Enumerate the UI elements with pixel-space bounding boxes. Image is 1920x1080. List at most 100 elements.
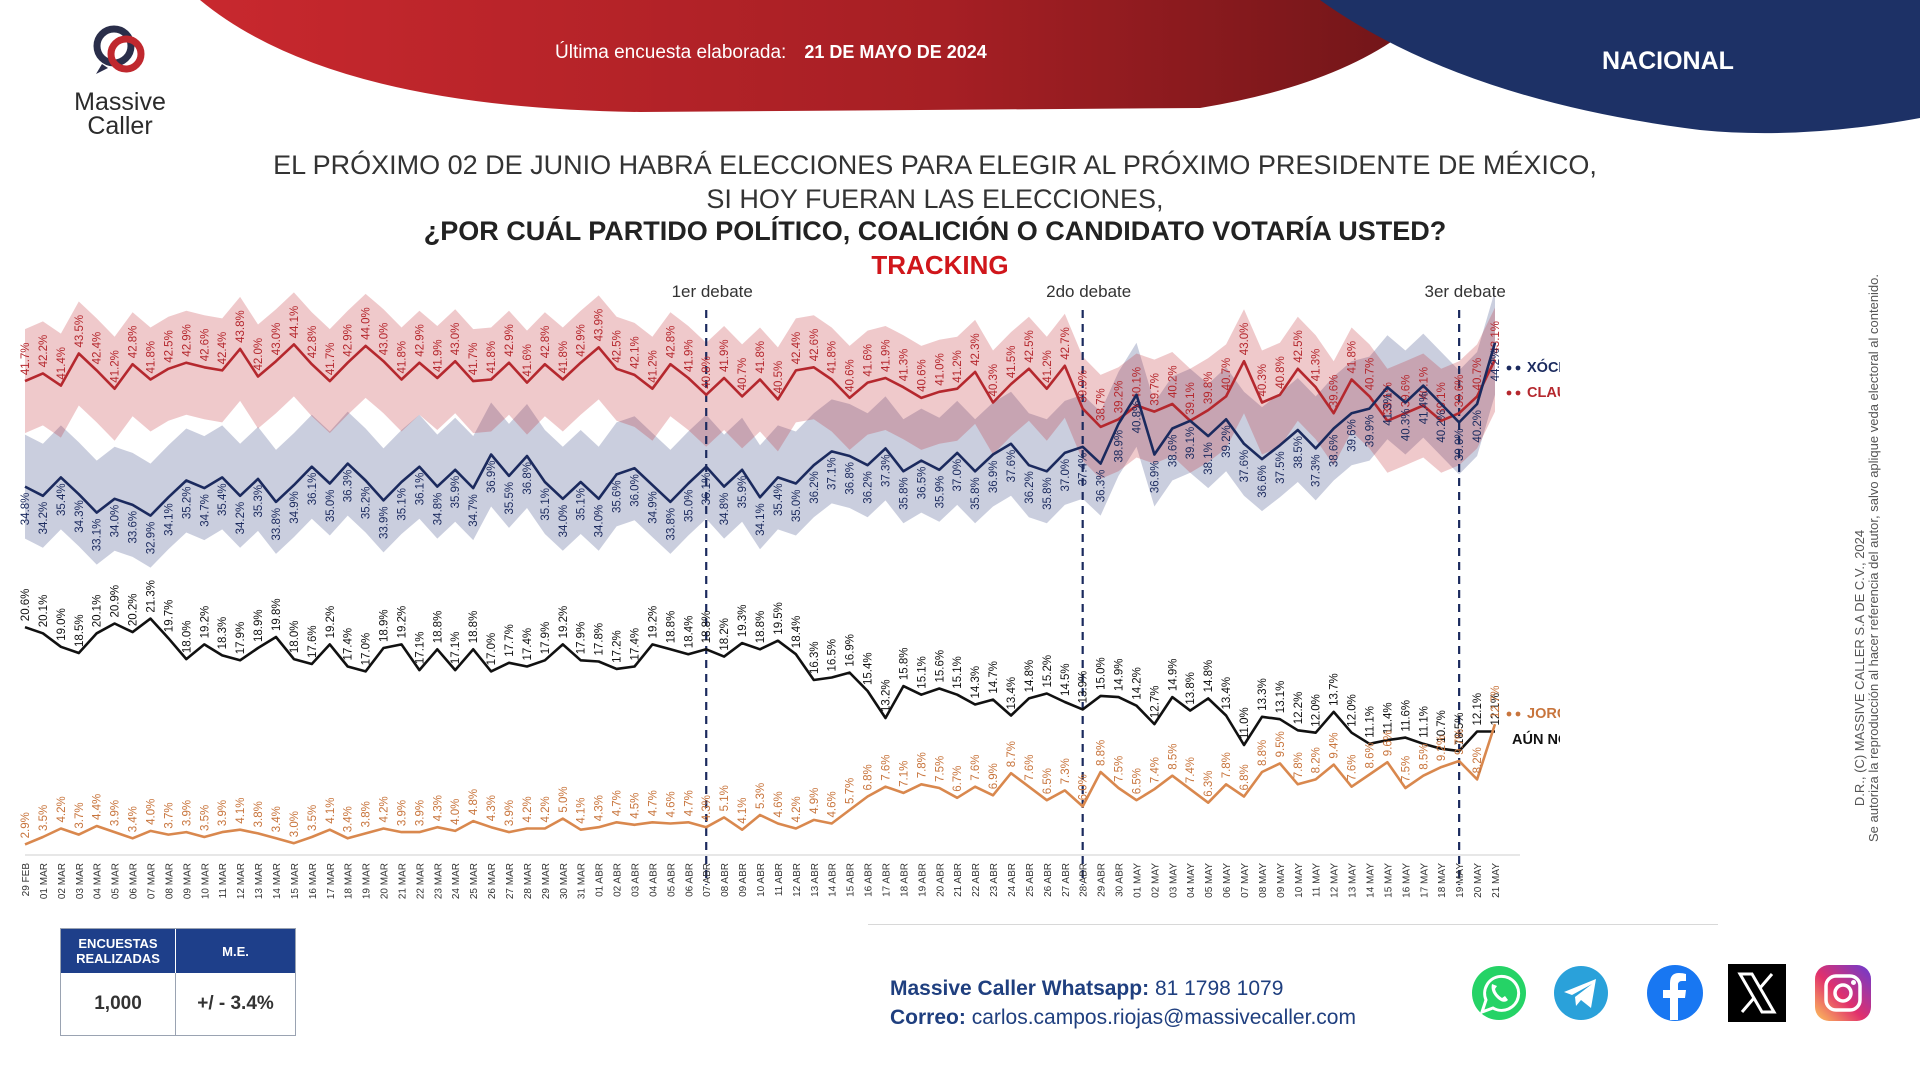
- xochitl-value-label: 36.2%: [1024, 471, 1036, 504]
- claudia-value-label: 41.9%: [683, 339, 695, 372]
- claudia-value-label: 41.3%: [898, 349, 910, 382]
- x-tick-label: 10 MAY: [1294, 863, 1305, 898]
- jorge-value-label: 5.3%: [755, 783, 767, 809]
- jorge-value-label: 7.3%: [1060, 758, 1072, 784]
- jorge-value-label: 4.2%: [56, 796, 68, 822]
- claudia-value-label: 41.8%: [486, 341, 498, 374]
- undecided-value-label: 14.7%: [988, 661, 1000, 694]
- undecided-value-label: 15.1%: [952, 656, 964, 689]
- surveys-value: 1,000: [61, 973, 177, 1035]
- claudia-value-label: 41.8%: [146, 341, 158, 374]
- jorge-value-label: 4.6%: [665, 791, 677, 817]
- claudia-value-label: 42.5%: [612, 330, 624, 363]
- undecided-value-label: 18.8%: [701, 611, 713, 644]
- xochitl-value-label: 35.4%: [773, 483, 785, 516]
- claudia-value-label: 42.4%: [791, 332, 803, 365]
- undecided-value-label: 11.1%: [1418, 706, 1430, 738]
- instagram-icon[interactable]: [1812, 962, 1874, 1024]
- claudia-value-label: 41.9%: [881, 339, 893, 372]
- claudia-value-label: 42.4%: [217, 332, 229, 365]
- whatsapp-icon[interactable]: [1468, 962, 1530, 1024]
- claudia-value-label: 41.2%: [952, 350, 964, 383]
- undecided-value-label: 13.7%: [1329, 673, 1341, 706]
- claudia-value-label: 40.6%: [845, 359, 857, 392]
- undecided-value-label: 18.2%: [719, 618, 731, 651]
- undecided-value-label: 18.4%: [683, 616, 695, 649]
- whatsapp-number[interactable]: 81 1798 1079: [1154, 977, 1284, 1000]
- jorge-value-label: 7.6%: [881, 754, 893, 780]
- jorge-value-label: 8.5%: [1167, 743, 1179, 769]
- header-banner: [200, 0, 1920, 134]
- jorge-value-label: 7.8%: [916, 752, 928, 778]
- undecided-value-label: 18.9%: [379, 609, 391, 642]
- xochitl-value-label: 36.0%: [630, 474, 642, 507]
- x-tick-label: 03 ABR: [631, 863, 642, 897]
- claudia-value-label: 42.2%: [38, 335, 50, 368]
- xochitl-value-label: 36.8%: [845, 462, 857, 495]
- x-tick-label: 12 ABR: [792, 863, 803, 897]
- undecided-value-label: 13.1%: [1275, 681, 1287, 714]
- claudia-series-line: [24, 343, 1497, 429]
- undecided-value-label: 17.1%: [414, 631, 426, 664]
- jorge-value-label: 4.7%: [612, 790, 624, 816]
- jorge-value-label: 5.7%: [845, 778, 857, 804]
- email-link[interactable]: carlos.campos.riojas@massivecaller.com: [971, 1006, 1356, 1029]
- xochitl-value-label: 34.9%: [647, 491, 659, 524]
- claudia-value-label: 41.8%: [1347, 341, 1359, 374]
- jorge-value-label: 4.3%: [594, 795, 606, 821]
- jorge-value-label: 3.9%: [217, 800, 229, 826]
- undecided-value-label: 18.8%: [432, 611, 444, 644]
- jorge-value-label: 4.2%: [379, 796, 391, 822]
- x-icon[interactable]: [1726, 962, 1788, 1024]
- undecided-value-label: 17.4%: [343, 628, 355, 661]
- xochitl-value-label: 39.1%: [1185, 427, 1197, 460]
- claudia-value-label: 43.0%: [450, 323, 462, 356]
- facebook-icon[interactable]: [1644, 962, 1706, 1024]
- telegram-icon[interactable]: [1550, 962, 1612, 1024]
- x-tick-label: 17 ABR: [882, 863, 893, 897]
- jorge-value-label: 3.7%: [163, 802, 175, 828]
- undecided-value-label: 17.8%: [594, 623, 606, 656]
- undecided-value-label: 20.1%: [38, 595, 50, 628]
- x-tick-label: 24 MAR: [451, 863, 462, 899]
- xochitl-value-label: 34.0%: [558, 505, 570, 538]
- xochitl-value-label: 34.8%: [20, 493, 32, 526]
- undecided-value-label: 10.7%: [1436, 710, 1448, 743]
- undecided-value-label: 17.9%: [235, 622, 247, 655]
- x-tick-label: 01 MAR: [39, 863, 50, 899]
- x-tick-label: 28 ABR: [1079, 863, 1090, 897]
- undecided-value-label: 13.8%: [1185, 672, 1197, 705]
- claudia-value-label: 39.1%: [1185, 382, 1197, 415]
- x-tick-label: 07 ABR: [702, 863, 713, 897]
- xochitl-value-label: 36.3%: [343, 470, 355, 503]
- claudia-value-label: 41.2%: [1042, 350, 1054, 383]
- massive-caller-logo-icon: [93, 25, 145, 74]
- undecided-series-line: [24, 617, 1495, 753]
- undecided-value-label: 16.3%: [809, 641, 821, 674]
- x-tick-label: 29 FEB: [21, 863, 32, 897]
- x-tick-label: 18 MAR: [344, 863, 355, 899]
- surveys-header: ENCUESTAS REALIZADAS: [61, 929, 177, 973]
- jorge-value-label: 3.4%: [343, 806, 355, 832]
- x-tick-label: 31 MAR: [577, 863, 588, 899]
- undecided-value-label: 10.5%: [1454, 712, 1466, 745]
- claudia-value-label: 41.7%: [20, 342, 32, 375]
- whatsapp-label: Massive Caller Whatsapp:: [890, 977, 1150, 1000]
- x-tick-label: 11 MAR: [218, 863, 229, 898]
- undecided-value-label: 15.1%: [916, 656, 928, 689]
- xochitl-value-label: 36.5%: [916, 467, 928, 500]
- jorge-value-label: 3.7%: [74, 802, 86, 828]
- undecided-value-label: 19.2%: [199, 606, 211, 639]
- undecided-value-label: 11.1%: [1365, 706, 1377, 738]
- claudia-value-label: 42.9%: [414, 324, 426, 357]
- jorge-value-label: 8.2%: [1311, 747, 1323, 773]
- claudia-value-label: 42.0%: [253, 338, 265, 371]
- undecided-value-label: 17.0%: [361, 633, 373, 666]
- undecided-value-label: 14.9%: [1167, 658, 1179, 691]
- undecided-value-label: 18.0%: [181, 620, 193, 653]
- x-tick-label: 05 MAY: [1204, 863, 1215, 898]
- xochitl-value-label: 35.0%: [683, 490, 695, 523]
- claudia-value-label: 43.0%: [1239, 323, 1251, 356]
- xochitl-value-label: 36.8%: [522, 462, 534, 495]
- x-tick-label: 17 MAY: [1419, 863, 1430, 898]
